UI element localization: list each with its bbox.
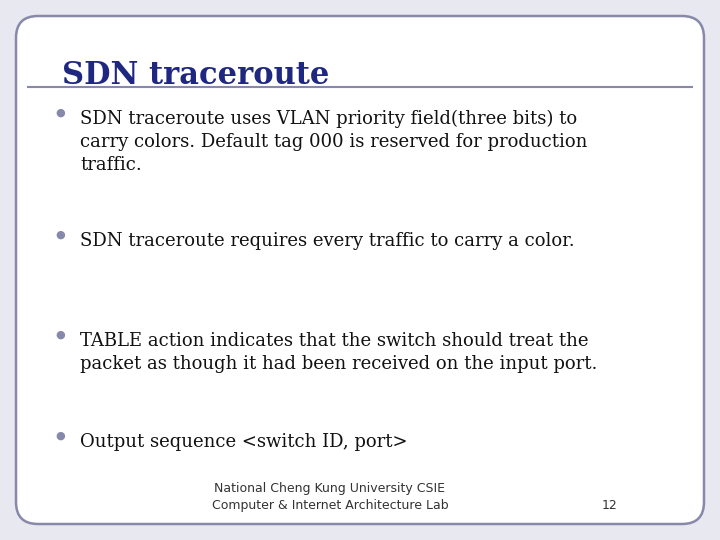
- Text: SDN traceroute requires every traffic to carry a color.: SDN traceroute requires every traffic to…: [80, 232, 575, 250]
- Text: SDN traceroute: SDN traceroute: [62, 60, 329, 91]
- Text: ●: ●: [55, 431, 65, 441]
- Text: SDN traceroute uses VLAN priority field(three bits) to
carry colors. Default tag: SDN traceroute uses VLAN priority field(…: [80, 110, 588, 174]
- Text: Output sequence <switch ID, port>: Output sequence <switch ID, port>: [80, 433, 408, 451]
- FancyBboxPatch shape: [16, 16, 704, 524]
- Text: ●: ●: [55, 108, 65, 118]
- Text: ●: ●: [55, 230, 65, 240]
- Text: TABLE action indicates that the switch should treat the
packet as though it had : TABLE action indicates that the switch s…: [80, 332, 598, 373]
- Text: 12: 12: [602, 499, 618, 512]
- Text: ●: ●: [55, 330, 65, 340]
- Text: National Cheng Kung University CSIE
Computer & Internet Architecture Lab: National Cheng Kung University CSIE Comp…: [212, 482, 449, 512]
